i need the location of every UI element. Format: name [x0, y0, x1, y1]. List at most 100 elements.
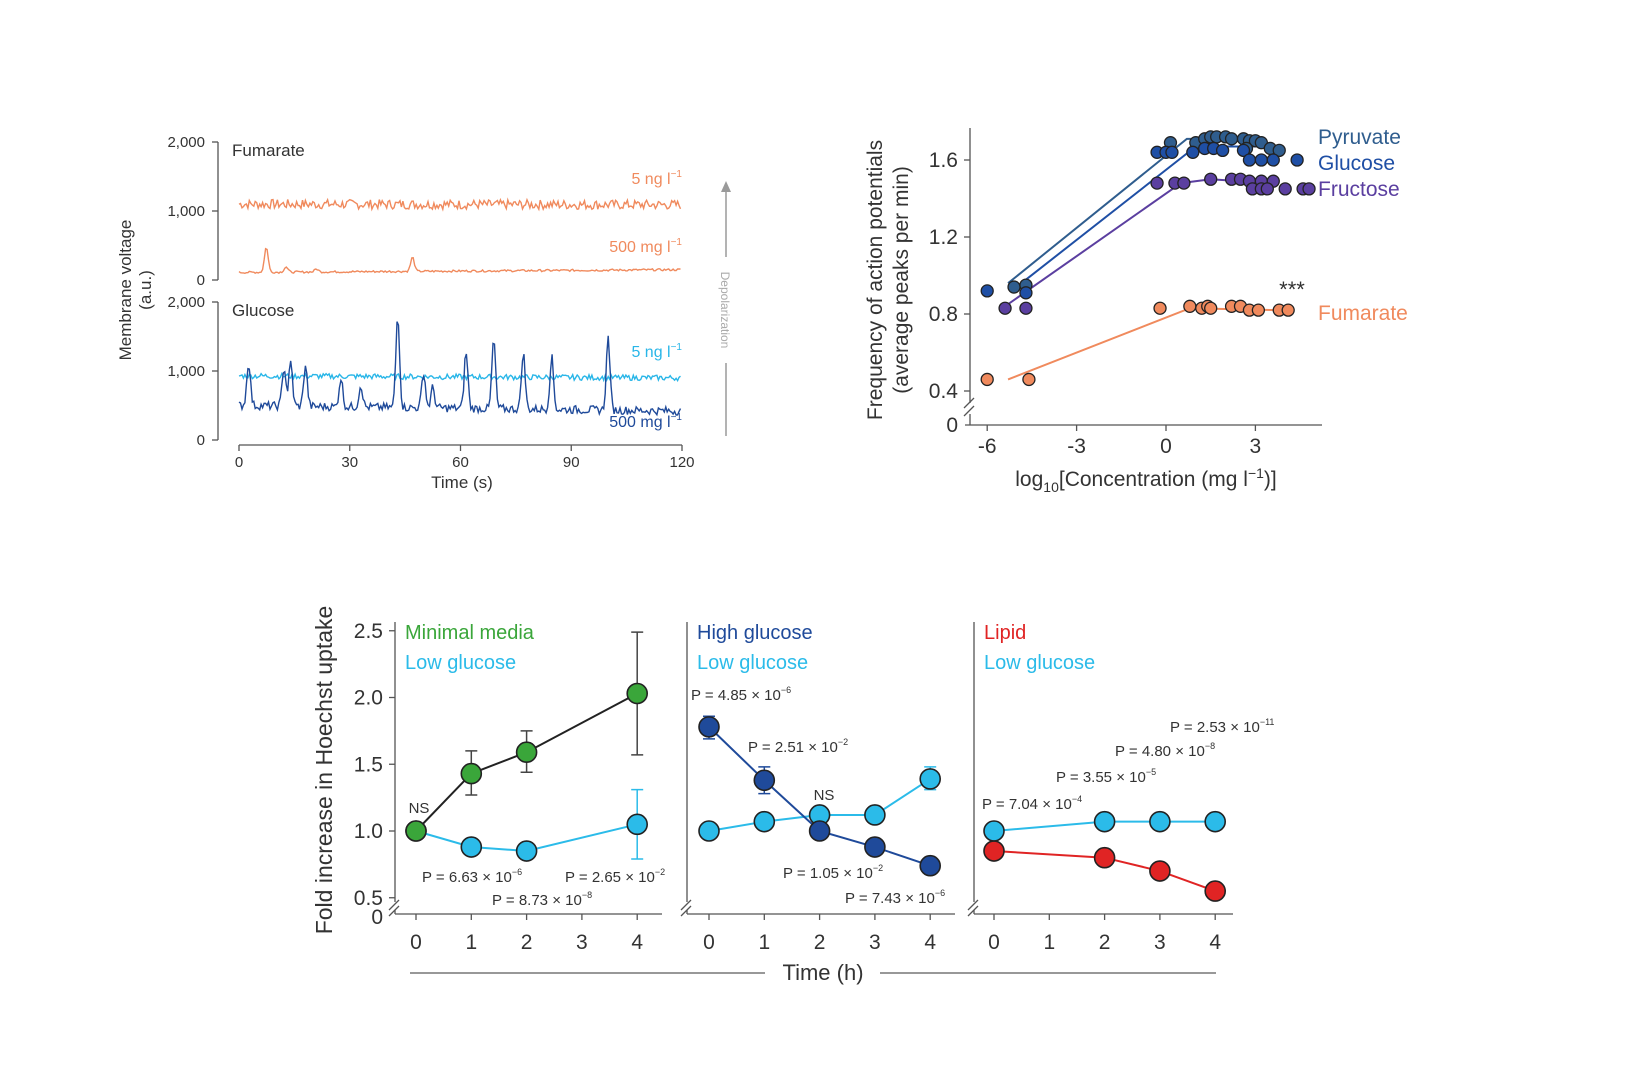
- y-tick-label: 1,000: [167, 363, 205, 380]
- point-fructose: [1302, 182, 1316, 196]
- data-point: [983, 840, 1005, 862]
- data-point: [1204, 880, 1226, 902]
- trace-glucose-0: [238, 371, 681, 383]
- axis-break-icon: [680, 899, 692, 917]
- y-tick-label: 1.6: [929, 149, 958, 172]
- legend-glucose: Glucose: [1318, 152, 1395, 175]
- p-value-annotation-base: P = 1.05 × 10: [783, 865, 873, 882]
- point-glucose: [1242, 153, 1257, 167]
- fit-line-pyruvate: [1007, 137, 1250, 284]
- trace-fumarate-1: [238, 247, 681, 275]
- point-glucose: [980, 284, 994, 298]
- legend-pyruvate: Pyruvate: [1318, 126, 1401, 149]
- p-value-annotation: P = 2.65 × 10−2: [565, 867, 665, 886]
- data-point: [919, 854, 942, 877]
- data-point: [1093, 846, 1116, 869]
- series-line: [993, 850, 1216, 893]
- point-glucose: [1019, 286, 1033, 300]
- panel-title: Fumarate: [232, 141, 305, 160]
- data-point: [698, 820, 720, 842]
- x-tick-label: 1: [465, 931, 477, 954]
- p-value-annotation-exp: −6: [512, 867, 522, 877]
- legend-label: Minimal media: [405, 622, 535, 644]
- legend-label: Low glucose: [697, 652, 808, 674]
- data-point: [1093, 810, 1116, 833]
- data-point: [983, 820, 1005, 842]
- point-fructose: [1150, 176, 1164, 190]
- data-point: [864, 804, 886, 826]
- fit-line-fumarate: [1007, 307, 1280, 381]
- point-fumarate: [1281, 303, 1295, 317]
- point-fumarate: [980, 372, 994, 387]
- point-glucose: [1254, 153, 1269, 167]
- p-value-annotation-base: P = 4.80 × 10: [1115, 743, 1205, 760]
- data-point: [515, 840, 538, 862]
- p-value-annotation-base: P = 2.65 × 10: [565, 869, 655, 886]
- fit-line-fructose: [1004, 178, 1271, 308]
- p-value-annotation: P = 1.05 × 10−2: [783, 863, 883, 882]
- p-value-annotation-exp: −2: [873, 863, 883, 873]
- p-value-annotation-exp: −2: [838, 737, 848, 747]
- legend-label: High glucose: [697, 622, 813, 644]
- x-tick-label: 60: [452, 454, 469, 471]
- p-value-annotation-exp: −11: [1260, 717, 1275, 727]
- p-value-annotation-base: NS: [409, 800, 430, 817]
- x-axis-label-sup: −1: [1248, 465, 1264, 481]
- arrow-head-icon: [721, 181, 731, 192]
- axis-break-icon: [967, 899, 979, 917]
- x-tick-label: 3: [576, 931, 588, 954]
- x-axis-label-pre: log: [1015, 468, 1043, 491]
- p-value-annotation-exp: −6: [781, 685, 791, 695]
- data-point: [808, 820, 831, 842]
- y-tick-label: 0: [197, 272, 205, 289]
- x-axis-label-post: )]: [1264, 468, 1277, 491]
- y-tick-label: 2.5: [354, 620, 383, 643]
- series-line: [415, 692, 638, 832]
- data-point: [919, 768, 942, 790]
- significance-annotation: ***: [1279, 277, 1305, 302]
- point-glucose: [1215, 143, 1230, 158]
- x-tick-label: 3: [1250, 435, 1262, 458]
- p-value-annotation-base: P = 7.04 × 10: [982, 796, 1072, 813]
- series-label: 5 ng l−1: [631, 169, 682, 188]
- p-value-annotation-exp: −6: [935, 888, 945, 898]
- point-fumarate: [1022, 372, 1036, 387]
- frequency-scatter-chart: 0.4 0.8 1.2 1.6 0 -6 -3 0 3 Frequency of action p…: [864, 126, 1408, 495]
- x-tick-label: 3: [869, 931, 881, 954]
- data-point: [698, 716, 720, 738]
- p-value-annotation-base: P = 8.73 × 10: [492, 892, 582, 909]
- p-value-annotation-exp: −2: [655, 867, 665, 877]
- x-tick-label: 0: [1160, 435, 1172, 458]
- p-value-annotation-exp: −5: [1146, 767, 1156, 777]
- legend-fructose: Fructose: [1318, 178, 1400, 201]
- p-value-annotation-base: P = 2.53 × 10: [1170, 719, 1260, 736]
- p-value-annotation: P = 4.80 × 10−8: [1115, 741, 1215, 760]
- p-value-annotation: P = 2.53 × 10−11: [1170, 717, 1274, 736]
- y-tick-label: 2.0: [354, 687, 383, 710]
- data-point: [460, 762, 483, 785]
- x-axis-label: Time (s): [431, 473, 493, 492]
- p-value-annotation-base: NS: [814, 787, 835, 804]
- y-tick-label: 0: [197, 432, 205, 449]
- point-fumarate: [1204, 301, 1218, 315]
- y-tick-label: 2,000: [167, 294, 205, 311]
- p-value-annotation-base: P = 4.85 × 10: [691, 687, 781, 704]
- fit-line-glucose: [1013, 145, 1265, 290]
- voltage-trace-chart: 0 1,000 2,000 Fumarate 0 1,000 2,000 Glucose 0 30…: [116, 134, 733, 492]
- x-axis-label: log10[Concentration (mg l−1)]: [1015, 465, 1277, 495]
- y-tick-label: 1.5: [354, 753, 383, 776]
- p-value-annotation: P = 7.04 × 10−4: [982, 794, 1082, 813]
- point-glucose: [1186, 145, 1200, 159]
- point-glucose: [1236, 143, 1251, 158]
- x-tick-label: -3: [1067, 435, 1086, 458]
- x-tick-label: 90: [563, 454, 580, 471]
- y-tick-label: 0.4: [929, 380, 959, 403]
- x-tick-label: 4: [631, 931, 643, 954]
- x-tick-label: 2: [814, 931, 826, 954]
- point-fructose: [1278, 182, 1292, 196]
- x-tick-label: 2: [521, 931, 533, 954]
- panel-title: Glucose: [232, 301, 294, 320]
- p-value-annotation-exp: −8: [582, 890, 592, 900]
- x-axis-label: Time (h): [782, 960, 863, 985]
